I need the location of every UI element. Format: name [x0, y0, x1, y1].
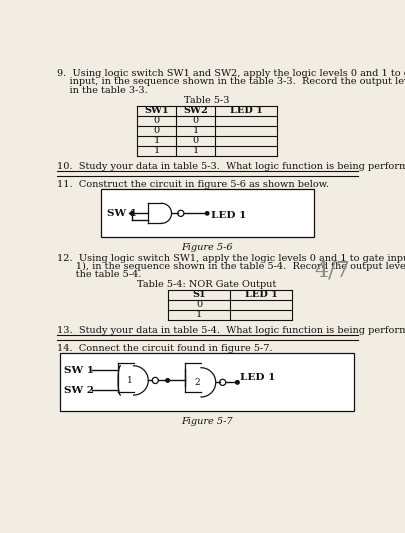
Circle shape	[236, 381, 239, 384]
Text: Table 5-3: Table 5-3	[184, 96, 230, 106]
Text: 0: 0	[192, 136, 198, 146]
Circle shape	[178, 210, 184, 216]
Text: SW 2: SW 2	[64, 386, 94, 395]
Text: 1: 1	[127, 376, 133, 385]
Text: Table 5-4: NOR Gate Output: Table 5-4: NOR Gate Output	[137, 280, 277, 289]
FancyBboxPatch shape	[60, 353, 354, 411]
Text: in the table 3-3.: in the table 3-3.	[57, 85, 147, 94]
Text: 1: 1	[192, 147, 199, 155]
Text: LED 1: LED 1	[245, 290, 278, 300]
Text: SW1: SW1	[145, 106, 169, 115]
Text: 1: 1	[192, 126, 199, 135]
Text: SW 1: SW 1	[64, 366, 94, 375]
Text: 13.  Study your data in table 5-4.  What logic function is being performed?: 13. Study your data in table 5-4. What l…	[57, 326, 405, 335]
Text: 14.  Connect the circuit found in figure 5-7.: 14. Connect the circuit found in figure …	[57, 344, 273, 353]
Text: 11.  Construct the circuit in figure 5-6 as shown below.: 11. Construct the circuit in figure 5-6 …	[57, 180, 329, 189]
Text: SW2: SW2	[183, 106, 208, 115]
Text: 12.  Using logic switch SW1, apply the logic levels 0 and 1 to gate input (pin: 12. Using logic switch SW1, apply the lo…	[57, 253, 405, 263]
Text: 9.  Using logic switch SW1 and SW2, apply the logic levels 0 and 1 to gate: 9. Using logic switch SW1 and SW2, apply…	[57, 69, 405, 78]
Text: 0: 0	[154, 116, 160, 125]
Text: LED 1: LED 1	[240, 373, 275, 382]
Text: 1: 1	[196, 310, 202, 319]
Text: 1: 1	[153, 147, 160, 155]
Text: 0: 0	[196, 301, 202, 309]
Text: LED 1: LED 1	[230, 106, 262, 115]
Circle shape	[205, 212, 209, 215]
Circle shape	[152, 377, 158, 384]
Circle shape	[166, 378, 169, 382]
FancyBboxPatch shape	[101, 189, 314, 237]
Text: 1: 1	[153, 136, 160, 146]
Text: LED 1: LED 1	[211, 211, 246, 220]
Text: Figure 5-6: Figure 5-6	[181, 244, 233, 252]
Circle shape	[220, 379, 226, 385]
Text: 1), in the sequence shown in the table 5-4.  Record the output leve': 1), in the sequence shown in the table 5…	[57, 262, 405, 271]
Circle shape	[130, 212, 134, 215]
Text: input, in the sequence shown in the table 3-3.  Record the output levels: input, in the sequence shown in the tabl…	[57, 77, 405, 86]
Text: 2: 2	[195, 378, 200, 387]
Text: SW 1: SW 1	[107, 209, 137, 218]
Text: the table 5-4.: the table 5-4.	[57, 270, 141, 279]
Text: S1: S1	[193, 290, 206, 300]
Text: 10.  Study your data in table 5-3.  What logic function is being performed?: 10. Study your data in table 5-3. What l…	[57, 161, 405, 171]
Text: 4/7: 4/7	[314, 260, 350, 281]
Text: 0: 0	[192, 116, 198, 125]
Text: 0: 0	[154, 126, 160, 135]
Text: Figure 5-7: Figure 5-7	[181, 417, 233, 426]
